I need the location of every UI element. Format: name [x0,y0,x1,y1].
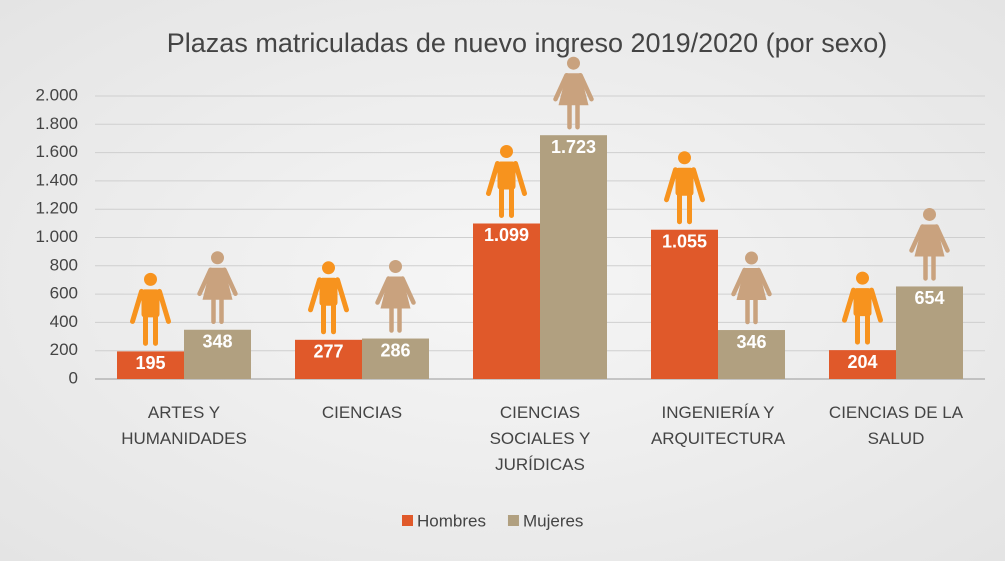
y-tick-label: 200 [50,340,78,359]
value-label: 654 [914,288,944,308]
bar [184,329,251,379]
value-label: 1.723 [551,137,596,157]
x-tick-label: CIENCIAS DE LA SALUD [828,403,964,448]
icon-limbs [197,267,238,325]
x-tick-label: INGENIERÍA Y ARQUITECTURA [650,403,786,448]
woman-icon [375,260,416,333]
y-tick-label: 1.400 [35,170,78,189]
icon-head [567,56,580,70]
value-label: 277 [313,342,343,362]
y-tick-label: 2.000 [35,85,78,104]
man-icon [308,261,349,335]
bar [362,338,429,379]
legend-swatch [402,515,413,526]
y-tick-label: 0 [69,368,78,387]
icon-head [322,261,335,275]
x-tick-label: ARTES Y HUMANIDADES [121,403,247,448]
icon-head [500,144,513,158]
icon-head [389,260,402,274]
woman-icon [197,251,238,325]
icon-body [497,161,516,190]
icon-limbs [664,167,705,225]
man-icon [130,272,171,346]
y-tick-label: 1.600 [35,142,78,161]
icon-limbs [130,288,171,346]
icon-head [678,151,691,165]
icon-body [675,167,694,196]
y-tick-label: 1.000 [35,227,78,246]
icon-body [141,289,160,318]
icon-head [211,251,224,265]
y-tick-label: 400 [50,312,78,331]
man-icon [486,144,527,218]
icon-limbs [731,267,772,325]
bar [473,223,540,379]
icon-head [144,272,157,286]
value-label: 348 [202,332,232,352]
value-label: 195 [135,353,165,373]
y-tick-label: 1.800 [35,114,78,133]
bar [829,350,896,379]
legend-label: Hombres [417,511,486,530]
icon-head [745,251,758,265]
icon-body [853,288,872,317]
bar [540,135,607,379]
icon-limbs [486,160,527,218]
value-label: 204 [847,352,877,372]
chart-title: Plazas matriculadas de nuevo ingreso 201… [167,28,887,58]
y-tick-label: 600 [50,284,78,303]
man-icon [842,271,883,345]
icon-head [923,207,936,221]
bar [117,351,184,379]
y-tick-label: 800 [50,255,78,274]
bar [651,229,718,379]
y-tick-label: 1.200 [35,199,78,218]
legend-swatch [507,515,519,526]
icon-limbs [909,224,950,281]
value-label: 1.099 [484,225,529,245]
man-icon [664,151,705,225]
bar [718,330,785,379]
icon-limbs [308,277,349,335]
icon-head [856,271,869,285]
bar [896,286,963,379]
bar [295,339,362,379]
icon-limbs [375,276,416,333]
icon-limbs [553,72,594,130]
value-label: 286 [380,340,410,360]
value-label: 346 [736,332,766,352]
x-tick-label: CIENCIAS [321,403,403,422]
woman-icon [731,251,772,325]
x-tick-label: CIENCIAS SOCIALES Y JURÍDICAS [489,403,591,474]
icon-limbs [842,287,883,345]
woman-icon [553,56,594,130]
legend-label: Mujeres [523,511,583,530]
value-label: 1.055 [662,231,707,251]
woman-icon [909,207,950,281]
icon-body [319,277,338,306]
